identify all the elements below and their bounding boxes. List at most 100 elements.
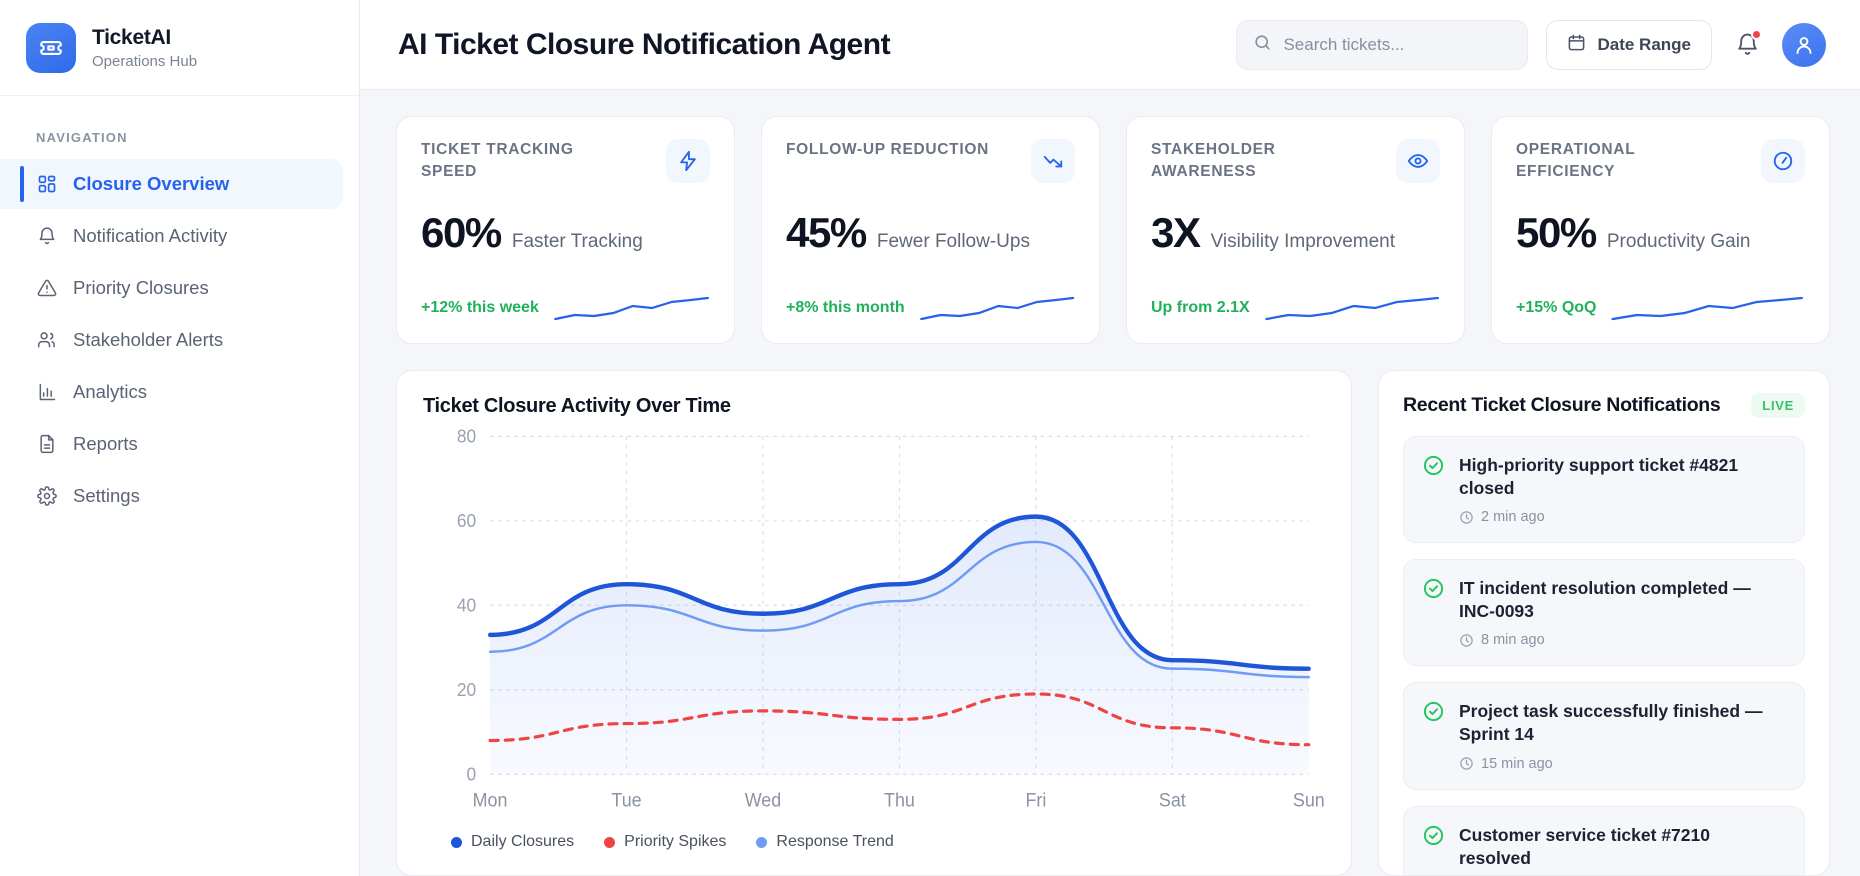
svg-text:Sun: Sun xyxy=(1293,789,1325,811)
status-badge: LIVE xyxy=(1751,393,1805,418)
kpi-card-operational-efficiency: OPERATIONAL EFFICIENCY 50% Productivity … xyxy=(1491,116,1830,344)
lightning-icon xyxy=(666,139,710,183)
sparkline xyxy=(1264,296,1439,321)
svg-text:20: 20 xyxy=(457,679,476,700)
sidebar-item-analytics[interactable]: Analytics xyxy=(0,367,343,417)
notifications-button[interactable] xyxy=(1730,28,1764,62)
list-item[interactable]: High-priority support ticket #4821 close… xyxy=(1403,436,1805,544)
avatar[interactable] xyxy=(1782,22,1826,67)
notification-time: 8 min ago xyxy=(1459,632,1786,648)
sidebar-item-reports[interactable]: Reports xyxy=(0,419,343,469)
legend-label: Daily Closures xyxy=(471,833,575,850)
kpi-card-stakeholder-awareness: STAKEHOLDER AWARENESS 3X Visibility Impr… xyxy=(1126,116,1465,344)
date-range-button[interactable]: Date Range xyxy=(1546,19,1712,70)
clock-icon xyxy=(1460,757,1473,770)
legend-label: Response Trend xyxy=(776,833,894,850)
users-icon xyxy=(36,329,58,351)
nav-section-label: NAVIGATION xyxy=(36,130,128,145)
svg-text:40: 40 xyxy=(457,595,476,616)
notification-timestamp: 15 min ago xyxy=(1481,755,1553,772)
sidebar: TicketAI Operations Hub NAVIGATION Closu… xyxy=(0,0,360,876)
kpi-unit: Faster Tracking xyxy=(511,231,643,253)
notifications-panel: Recent Ticket Closure Notifications LIVE… xyxy=(1378,370,1830,876)
gauge-icon xyxy=(1761,139,1805,183)
svg-text:Tue: Tue xyxy=(611,789,641,811)
sidebar-item-label: Priority Closures xyxy=(73,277,209,298)
chart-title: Ticket Closure Activity Over Time xyxy=(423,395,731,417)
notification-time: 2 min ago xyxy=(1459,509,1786,525)
svg-text:Sat: Sat xyxy=(1159,789,1187,811)
sparkline xyxy=(1611,296,1804,321)
list-item[interactable]: Project task successfully finished — Spr… xyxy=(1403,682,1805,790)
notification-text: IT incident resolution completed — INC-0… xyxy=(1459,578,1751,622)
kpi-unit: Productivity Gain xyxy=(1606,231,1751,253)
kpi-delta: +12% this week xyxy=(421,299,539,316)
notification-text: High-priority support ticket #4821 close… xyxy=(1459,455,1739,499)
grid-icon xyxy=(36,173,58,195)
calendar-icon xyxy=(1567,33,1586,57)
kpi-unit: Visibility Improvement xyxy=(1210,231,1396,253)
notification-badge xyxy=(1751,28,1762,40)
kpi-delta: +8% this month xyxy=(786,299,905,316)
kpi-row: TICKET TRACKING SPEED 60% Faster Trackin… xyxy=(396,116,1830,344)
legend-dot-icon xyxy=(756,836,768,848)
gear-icon xyxy=(36,485,58,507)
kpi-delta: Up from 2.1X xyxy=(1151,299,1250,316)
sidebar-item-label: Settings xyxy=(73,485,140,506)
kpi-card-follow-up-reduction: FOLLOW-UP REDUCTION 45% Fewer Follow-Ups… xyxy=(761,116,1100,344)
kpi-title: OPERATIONAL EFFICIENCY xyxy=(1516,141,1636,181)
svg-text:Mon: Mon xyxy=(473,789,508,811)
sidebar-item-closure-overview[interactable]: Closure Overview xyxy=(0,159,343,209)
list-item[interactable]: Customer service ticket #7210 resolved xyxy=(1403,805,1805,875)
check-circle-icon xyxy=(1422,700,1445,728)
legend-label: Priority Spikes xyxy=(624,833,727,850)
sidebar-item-label: Analytics xyxy=(73,381,148,402)
ticket-icon xyxy=(26,22,76,73)
notification-timestamp: 8 min ago xyxy=(1481,632,1545,649)
kpi-title: TICKET TRACKING SPEED xyxy=(421,141,574,181)
check-circle-icon xyxy=(1422,454,1445,482)
svg-text:Thu: Thu xyxy=(884,789,915,811)
svg-text:60: 60 xyxy=(457,510,476,531)
check-circle-icon xyxy=(1422,577,1445,605)
notifications-title: Recent Ticket Closure Notifications xyxy=(1403,394,1721,416)
document-icon xyxy=(36,433,58,455)
sidebar-item-label: Closure Overview xyxy=(73,173,230,194)
main-area: AI Ticket Closure Notification Agent Dat… xyxy=(360,0,1860,876)
sidebar-item-notification-activity[interactable]: Notification Activity xyxy=(0,211,343,261)
kpi-title: FOLLOW-UP REDUCTION xyxy=(786,141,989,158)
search-input[interactable] xyxy=(1236,19,1529,70)
kpi-title: STAKEHOLDER AWARENESS xyxy=(1151,141,1276,181)
sidebar-item-priority-closures[interactable]: Priority Closures xyxy=(0,263,343,313)
notification-timestamp: 2 min ago xyxy=(1481,509,1545,526)
svg-text:Wed: Wed xyxy=(745,789,782,811)
list-item[interactable]: IT incident resolution completed — INC-0… xyxy=(1403,559,1805,667)
sidebar-item-stakeholder-alerts[interactable]: Stakeholder Alerts xyxy=(0,315,343,365)
chart-card: Ticket Closure Activity Over Time 0 20 40 6… xyxy=(396,370,1352,876)
sidebar-item-label: Reports xyxy=(73,433,138,454)
check-circle-icon xyxy=(1422,824,1445,852)
bell-icon xyxy=(1737,33,1757,55)
search-icon xyxy=(1253,33,1272,57)
sidebar-item-settings[interactable]: Settings xyxy=(0,471,343,521)
bell-icon xyxy=(36,225,58,247)
sidebar-item-label: Stakeholder Alerts xyxy=(73,329,224,350)
kpi-value: 50% xyxy=(1516,209,1597,257)
top-bar: AI Ticket Closure Notification Agent Dat… xyxy=(360,0,1860,90)
sidebar-nav: Closure Overview Notification Activity xyxy=(0,159,359,521)
notification-time: 15 min ago xyxy=(1459,756,1786,772)
legend-dot-icon xyxy=(604,836,616,848)
brand: TicketAI Operations Hub xyxy=(0,0,359,96)
lower-row: Ticket Closure Activity Over Time 0 20 40 6… xyxy=(396,370,1830,876)
notifications-list: High-priority support ticket #4821 close… xyxy=(1403,436,1805,875)
eye-icon xyxy=(1396,139,1440,183)
warning-triangle-icon xyxy=(36,277,58,299)
search-field[interactable] xyxy=(1283,34,1512,55)
notification-text: Project task successfully finished — Spr… xyxy=(1459,701,1763,745)
notification-text: Customer service ticket #7210 resolved xyxy=(1459,824,1710,868)
legend-item: Daily Closures xyxy=(451,833,574,851)
trend-down-icon xyxy=(1031,139,1075,183)
date-range-label: Date Range xyxy=(1597,34,1691,54)
clock-icon xyxy=(1460,634,1473,647)
clock-icon xyxy=(1460,510,1473,524)
